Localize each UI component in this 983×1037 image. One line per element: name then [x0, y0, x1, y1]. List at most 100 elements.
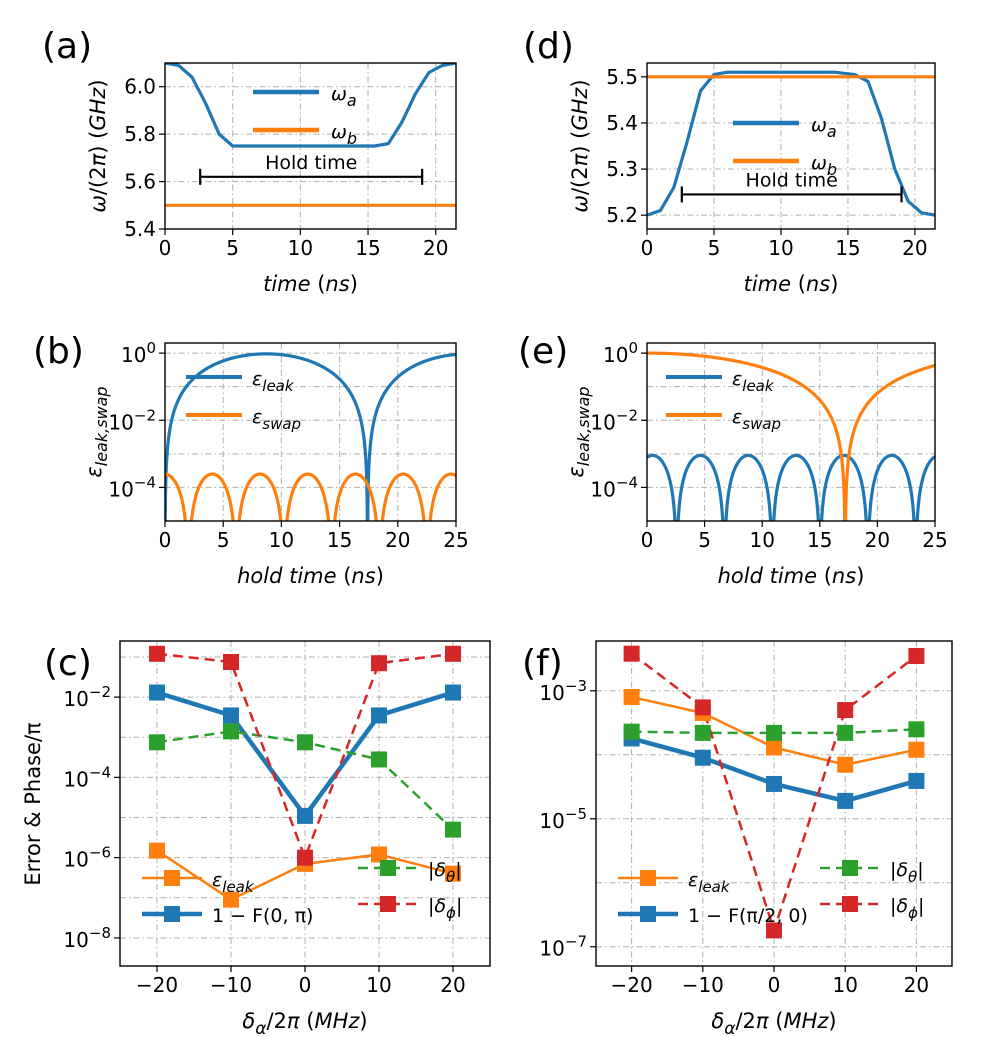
data-point-2-3: [837, 724, 854, 741]
y-tick-label: 5.6: [124, 170, 156, 194]
data-point-0-4: [908, 741, 925, 758]
panel-a: 0 5 10 15 20 5.4 5.6 5.8 6.0 (a) ω/(2π) (GHz) time …: [42, 26, 457, 296]
data-point-1-4: [908, 772, 925, 789]
series-group: [165, 352, 456, 521]
y-tick-label: 10−2: [63, 683, 111, 711]
x-tick-label: −10: [210, 973, 252, 997]
panel-f: −20 −10 0 10 20 10−7 10−5 10−3(f) δα/2π (MHz) εle…: [522, 640, 953, 1037]
x-tick-label: 20: [904, 973, 929, 997]
data-point-0-0: [623, 688, 640, 705]
y-tick-label: 10−8: [63, 924, 111, 952]
x-tick-label: −10: [682, 973, 724, 997]
x-tick-label: 0: [159, 236, 172, 260]
data-point-3-1: [694, 699, 711, 716]
data-point-2-0: [623, 723, 640, 740]
y-axis-label: ω/(2π) (GHz): [86, 79, 110, 212]
data-point-3-3: [371, 655, 387, 672]
x-tick-label: −20: [136, 973, 178, 997]
x-tick-label: 25: [922, 528, 947, 552]
data-point-3-0: [623, 645, 640, 662]
data-point-0-3: [371, 846, 387, 863]
hold-time-label: Hold time: [265, 152, 357, 174]
y-tick-label: 100: [121, 339, 156, 367]
panel-d: 0 5 10 15 20 5.2 5.3 5.4 5.5 (d) ω/(2π) (GHz) time …: [523, 26, 936, 296]
y-tick-label: 5.4: [606, 111, 638, 135]
data-point-2-1: [694, 724, 711, 741]
data-point-3-4: [908, 647, 925, 664]
legend-marker: [380, 896, 396, 912]
x-tick-label: 20: [440, 973, 465, 997]
x-axis-label: hold time (ns): [718, 564, 865, 588]
legend-marker: [640, 906, 656, 922]
x-tick-label: 0: [768, 973, 781, 997]
x-tick-label: 10: [749, 528, 774, 552]
series-line-3: [156, 652, 454, 859]
panel-label: (d): [523, 26, 574, 67]
legend-label: εleak: [252, 368, 295, 395]
x-tick-label: 5: [698, 528, 711, 552]
x-axis-label: δα/2π (MHz): [242, 1009, 367, 1037]
data-point-0-4: [445, 865, 461, 882]
legend-marker: [842, 896, 858, 912]
x-tick-label: 15: [807, 528, 832, 552]
y-tick-label: 10−4: [108, 473, 156, 501]
data-point-2-4: [908, 721, 925, 738]
x-tick-label: 15: [835, 236, 860, 260]
legend-label: εswap: [732, 406, 781, 433]
x-tick-label: 10: [768, 236, 793, 260]
x-tick-label: 10: [832, 973, 857, 997]
y-tick-label: 5.4: [124, 217, 156, 241]
x-tick-label: 10: [288, 236, 313, 260]
y-tick-label: 5.2: [606, 203, 638, 227]
hold-time-label: Hold time: [746, 169, 838, 191]
x-tick-label: 15: [327, 528, 352, 552]
x-tick-label: 0: [641, 528, 654, 552]
data-point-0-3: [837, 756, 854, 773]
axes-frame: [164, 342, 457, 522]
data-point-0-1: [223, 891, 239, 908]
legend-label: εleak: [212, 869, 255, 896]
y-tick-label: 6.0: [124, 75, 156, 99]
series-line-0: [647, 453, 935, 521]
x-axis-label: time (ns): [744, 272, 839, 296]
x-tick-label: 10: [366, 973, 391, 997]
data-point-3-4: [445, 645, 461, 662]
legend-label: 1 − F(0, π): [212, 905, 313, 927]
y-tick-label: 10−2: [590, 406, 638, 434]
y-axis-label: εleak,swap: [82, 386, 111, 477]
data-point-3-2: [297, 849, 313, 866]
legend-label: ωb: [331, 121, 357, 148]
x-tick-label: 20: [423, 236, 448, 260]
x-tick-label: 5: [217, 528, 230, 552]
data-point-2-2: [766, 724, 782, 741]
legend-marker: [640, 870, 656, 886]
data-point-1-0: [149, 684, 165, 701]
x-axis-label: hold time (ns): [237, 564, 384, 588]
series-line-0: [165, 352, 456, 521]
x-tick-label: 0: [159, 528, 172, 552]
x-tick-label: 5: [708, 236, 721, 260]
panel-label: (c): [44, 643, 92, 684]
data-point-3-3: [837, 702, 854, 719]
y-axis-label: Error & Phase/π: [21, 722, 45, 886]
y-tick-label: 10−4: [63, 763, 111, 791]
panel-label: (a): [42, 26, 92, 67]
legend-marker: [164, 906, 180, 922]
panel-c: −20 −10 0 10 20 10−8 10−6 10−4 10−2(c) Error & Ph…: [21, 640, 491, 1037]
data-point-2-2: [297, 734, 313, 751]
data-point-0-0: [149, 842, 165, 859]
series-line-0: [165, 63, 456, 148]
axes-frame: [646, 342, 936, 522]
series-group: [647, 351, 935, 521]
data-point-1-2: [297, 807, 313, 824]
data-point-2-4: [445, 821, 461, 838]
panel-e: 0 5 10 15 20 25 10−4 10−2 100 (e) εleak,swap hold t…: [518, 331, 948, 588]
panel-label: (e): [518, 331, 568, 372]
x-axis-label: time (ns): [263, 272, 358, 296]
y-tick-label: 5.8: [124, 122, 156, 146]
legend-label: |δθ|: [428, 859, 462, 886]
panel-label: (b): [33, 331, 84, 372]
y-tick-label: 10−5: [539, 805, 587, 833]
